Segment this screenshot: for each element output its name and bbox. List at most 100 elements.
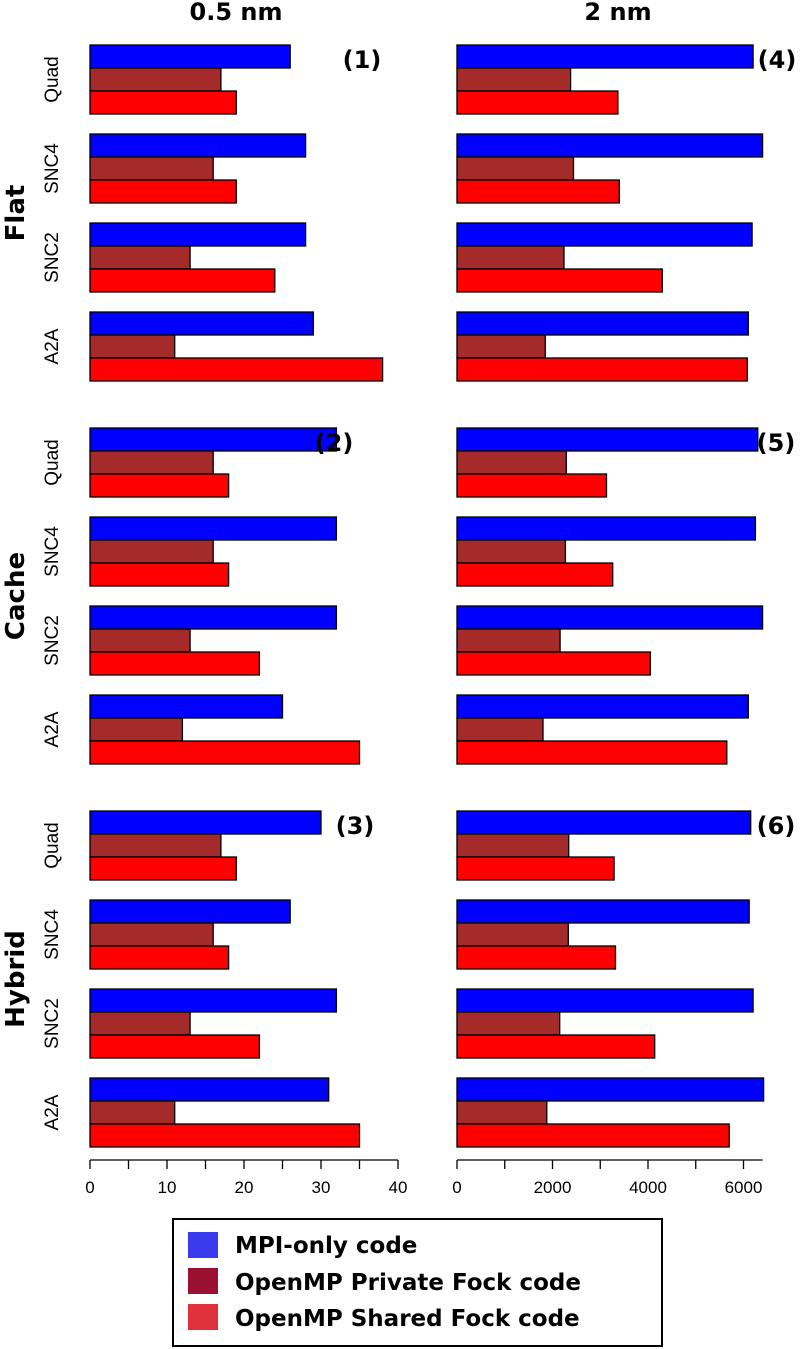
bar-private-hybrid-a2a-col0 <box>89 1100 176 1125</box>
x-tick-label-1-1: 2000 <box>534 1178 572 1197</box>
mode-label-hybrid-a2a: A2A <box>42 1094 63 1130</box>
bar-shared-flat-a2a-col1 <box>456 357 748 382</box>
bar-private-cache-quad-col1 <box>456 450 567 475</box>
bar-shared-hybrid-quad-col0 <box>89 856 237 881</box>
bar-mpi-hybrid-snc4-col1 <box>456 899 750 924</box>
panel-label-4: (4) <box>758 46 797 74</box>
mode-label-cache-quad: Quad <box>42 439 63 485</box>
x-tick-label-1-0: 0 <box>452 1178 461 1197</box>
bar-shared-hybrid-snc4-col0 <box>89 945 230 970</box>
bar-private-flat-snc4-col0 <box>89 156 214 181</box>
bar-shared-flat-quad-col1 <box>456 90 619 115</box>
bar-private-cache-a2a-col0 <box>89 717 184 742</box>
bar-mpi-cache-quad-col1 <box>456 427 759 452</box>
mode-label-flat-snc2: SNC2 <box>42 232 63 283</box>
bar-shared-flat-snc4-col1 <box>456 179 620 204</box>
bar-shared-cache-snc4-col0 <box>89 562 230 587</box>
bar-mpi-hybrid-a2a-col0 <box>89 1077 330 1102</box>
bar-mpi-hybrid-quad-col0 <box>89 810 322 835</box>
mode-label-cache-snc4: SNC4 <box>42 526 63 577</box>
bar-shared-cache-a2a-col0 <box>89 740 361 765</box>
mode-label-flat-a2a: A2A <box>42 328 63 364</box>
bar-mpi-flat-snc4-col0 <box>89 133 307 158</box>
bar-private-hybrid-quad-col1 <box>456 833 570 858</box>
bar-shared-hybrid-snc2-col1 <box>456 1034 656 1059</box>
mode-label-hybrid-quad: Quad <box>42 822 63 868</box>
bar-shared-flat-snc2-col0 <box>89 268 276 293</box>
mode-label-flat-snc4: SNC4 <box>42 143 63 194</box>
bar-shared-hybrid-a2a-col1 <box>456 1123 730 1148</box>
bar-private-cache-quad-col0 <box>89 450 214 475</box>
bar-shared-hybrid-snc4-col1 <box>456 945 617 970</box>
bar-shared-cache-snc2-col0 <box>89 651 261 676</box>
mode-label-hybrid-snc4: SNC4 <box>42 909 63 960</box>
bar-mpi-flat-quad-col1 <box>456 44 754 69</box>
bar-shared-flat-snc4-col0 <box>89 179 237 204</box>
legend-swatch-private <box>188 1268 218 1294</box>
bar-private-hybrid-snc2-col0 <box>89 1011 191 1036</box>
bar-private-hybrid-snc4-col0 <box>89 922 214 947</box>
bar-mpi-cache-snc4-col0 <box>89 516 338 541</box>
x-tick-label-1-2: 4000 <box>629 1178 667 1197</box>
bar-mpi-flat-a2a-col1 <box>456 311 749 336</box>
bar-mpi-hybrid-quad-col1 <box>456 810 752 835</box>
mode-label-flat-quad: Quad <box>42 56 63 102</box>
bar-mpi-hybrid-snc4-col0 <box>89 899 291 924</box>
bar-private-flat-snc2-col1 <box>456 245 565 270</box>
bar-shared-cache-snc4-col1 <box>456 562 614 587</box>
bar-mpi-cache-snc4-col1 <box>456 516 757 541</box>
bar-shared-cache-a2a-col1 <box>456 740 728 765</box>
bar-shared-flat-a2a-col0 <box>89 357 384 382</box>
bar-mpi-hybrid-a2a-col1 <box>456 1077 765 1102</box>
bar-shared-cache-quad-col1 <box>456 473 608 498</box>
mode-label-cache-a2a: A2A <box>42 711 63 747</box>
legend-box <box>172 1218 663 1347</box>
bar-private-hybrid-quad-col0 <box>89 833 222 858</box>
legend-label-private: OpenMP Private Fock code <box>235 1270 581 1296</box>
legend-label-mpi: MPI-only code <box>235 1233 417 1259</box>
bar-mpi-hybrid-snc2-col1 <box>456 988 754 1013</box>
bar-mpi-flat-quad-col0 <box>89 44 291 69</box>
panel-label-2: (2) <box>315 429 354 457</box>
bar-shared-cache-snc2-col1 <box>456 651 652 676</box>
bar-shared-hybrid-a2a-col0 <box>89 1123 361 1148</box>
group-label-flat: Flat <box>1 185 31 242</box>
bar-private-cache-snc4-col0 <box>89 539 214 564</box>
x-tick-label-0-0: 0 <box>85 1178 94 1197</box>
bar-mpi-flat-snc2-col0 <box>89 222 307 247</box>
legend: MPI-only code OpenMP Private Fock code O… <box>172 1218 663 1347</box>
bar-mpi-cache-snc2-col0 <box>89 605 338 630</box>
x-tick-label-0-1: 10 <box>158 1178 177 1197</box>
x-tick-label-0-3: 30 <box>312 1178 331 1197</box>
legend-swatch-mpi <box>188 1232 218 1258</box>
legend-label-shared: OpenMP Shared Fock code <box>235 1306 580 1332</box>
column-title-1: 2 nm <box>584 0 651 26</box>
bar-shared-flat-quad-col0 <box>89 90 237 115</box>
panel-label-6: (6) <box>757 812 796 840</box>
panel-label-5: (5) <box>757 429 796 457</box>
bar-private-hybrid-a2a-col1 <box>456 1100 548 1125</box>
x-tick-label-0-4: 40 <box>389 1178 408 1197</box>
bar-shared-cache-quad-col0 <box>89 473 230 498</box>
column-title-0: 0.5 nm <box>190 0 283 26</box>
bar-private-flat-snc4-col1 <box>456 156 575 181</box>
mode-label-cache-snc2: SNC2 <box>42 615 63 666</box>
bar-private-flat-snc2-col0 <box>89 245 191 270</box>
bar-private-hybrid-snc4-col1 <box>456 922 569 947</box>
bar-mpi-flat-snc4-col1 <box>456 133 764 158</box>
bar-shared-hybrid-snc2-col0 <box>89 1034 261 1059</box>
bar-mpi-hybrid-snc2-col0 <box>89 988 338 1013</box>
legend-swatch-shared <box>188 1304 218 1330</box>
bar-private-cache-snc4-col1 <box>456 539 567 564</box>
group-label-hybrid: Hybrid <box>1 930 31 1028</box>
bar-mpi-cache-snc2-col1 <box>456 605 764 630</box>
bar-mpi-cache-quad-col0 <box>89 427 338 452</box>
x-tick-label-1-3: 6000 <box>725 1178 763 1197</box>
panel-label-3: (3) <box>336 812 375 840</box>
group-label-cache: Cache <box>1 552 31 640</box>
bar-private-cache-snc2-col0 <box>89 628 191 653</box>
bar-private-flat-a2a-col0 <box>89 334 176 359</box>
bar-mpi-flat-a2a-col0 <box>89 311 314 336</box>
bar-shared-flat-snc2-col1 <box>456 268 663 293</box>
mode-label-hybrid-snc2: SNC2 <box>42 998 63 1049</box>
